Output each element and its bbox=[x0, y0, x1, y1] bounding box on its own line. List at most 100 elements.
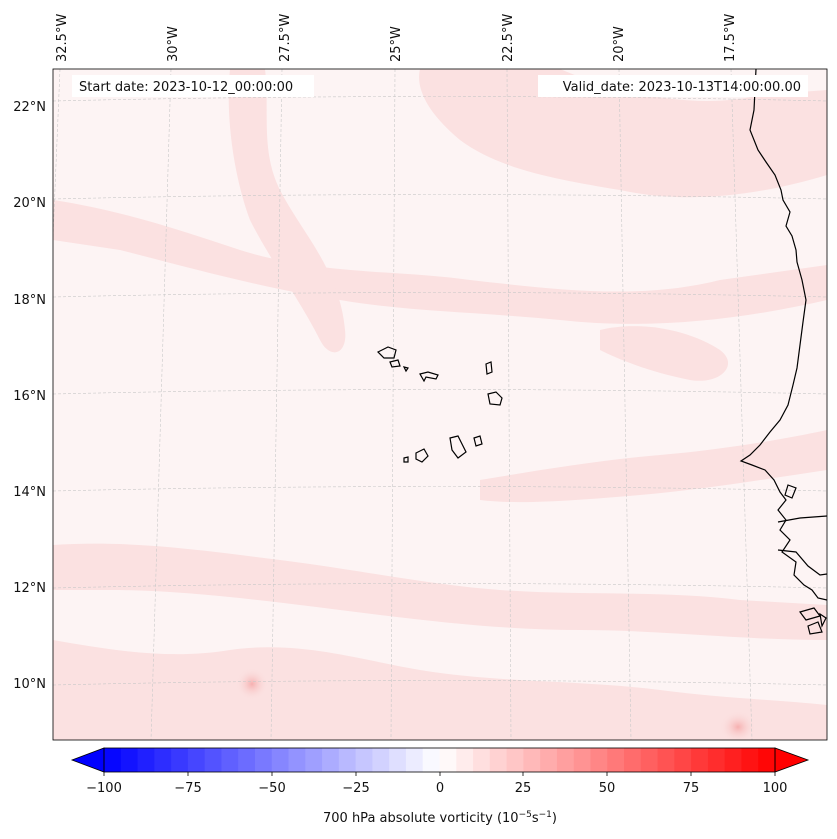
cape-verde-fogo bbox=[415, 448, 429, 463]
cape-verde-santo-antao bbox=[376, 346, 397, 359]
colorbar-tick-labels: −100 −75 −50 −25 0 25 50 75 100 bbox=[86, 781, 787, 796]
vorticity-patch-east bbox=[600, 326, 729, 381]
colorbar-segment bbox=[372, 748, 390, 772]
cape-verde-brava bbox=[403, 456, 409, 463]
start-date-box bbox=[72, 75, 314, 97]
colorbar-segment bbox=[691, 748, 709, 772]
lon-label-22-5w: 22.5°W bbox=[501, 14, 516, 62]
colorbar-segment bbox=[624, 748, 642, 772]
colorbar-segment bbox=[523, 748, 541, 772]
colorbar-segment bbox=[506, 748, 524, 772]
colorbar-segment bbox=[305, 748, 323, 772]
lat-label-12n: 12°N bbox=[13, 581, 46, 596]
latitude-labels: 22°N 20°N 18°N 16°N 14°N 12°N 10°N bbox=[13, 100, 46, 692]
lat-label-20n: 20°N bbox=[13, 196, 46, 211]
start-date-text: Start date: 2023-10-12_00:00:00 bbox=[79, 80, 293, 95]
colorbar-label-units: s bbox=[532, 811, 539, 826]
colorbar: −100 −75 −50 −25 0 25 50 75 100 700 hPa … bbox=[70, 747, 810, 826]
colorbar-segment bbox=[422, 748, 440, 772]
gambia-coastline bbox=[777, 515, 827, 523]
longitude-labels: 32.5°W 30°W 27.5°W 25°W 22.5°W 20°W 17.5… bbox=[55, 14, 738, 62]
colorbar-high-extension bbox=[774, 747, 810, 773]
colorbar-segment bbox=[556, 748, 575, 772]
gridline-lat-12n bbox=[53, 583, 827, 589]
colorbar-segment bbox=[154, 748, 172, 772]
lat-label-18n: 18°N bbox=[13, 293, 46, 308]
colorbar-tick-label-75: 75 bbox=[683, 781, 700, 796]
gridline-lat-16n bbox=[53, 389, 827, 395]
gridline-lon-27-5w bbox=[270, 69, 283, 740]
colorbar-segment bbox=[137, 748, 155, 772]
colorbar-segment bbox=[104, 748, 122, 772]
colorbar-segment bbox=[288, 748, 306, 772]
vorticity-contours bbox=[53, 69, 827, 740]
colorbar-segments bbox=[104, 748, 776, 772]
colorbar-tick-label-neg75: −75 bbox=[174, 781, 201, 796]
bissau-coastline bbox=[777, 549, 827, 576]
cape-verde-sao-nicolau bbox=[419, 371, 439, 383]
colorbar-segment bbox=[254, 748, 273, 772]
lon-label-30w: 30°W bbox=[166, 26, 181, 62]
gridline-lon-22-5w bbox=[506, 69, 512, 740]
vorticity-band-upper bbox=[53, 200, 827, 324]
lat-label-14n: 14°N bbox=[13, 485, 46, 500]
colorbar-segment bbox=[439, 748, 457, 772]
lon-label-32-5w: 32.5°W bbox=[55, 14, 70, 62]
colorbar-tick-label-100: 100 bbox=[763, 781, 788, 796]
colorbar-segment bbox=[741, 748, 759, 772]
colorbar-segment bbox=[640, 748, 659, 772]
colorbar-segment bbox=[724, 748, 742, 772]
lat-label-10n: 10°N bbox=[13, 677, 46, 692]
colorbar-segment bbox=[674, 748, 692, 772]
bijagos-island-2 bbox=[807, 621, 823, 635]
gridline-lon-30w bbox=[150, 69, 172, 740]
lon-label-25w: 25°W bbox=[389, 26, 404, 62]
colorbar-segment bbox=[657, 748, 675, 772]
map-frame bbox=[52, 68, 828, 741]
colorbar-tick-label-neg100: −100 bbox=[86, 781, 122, 796]
colorbar-segment bbox=[204, 748, 222, 772]
gridline-lon-32-5w bbox=[53, 69, 61, 244]
valid-date-box bbox=[538, 75, 808, 97]
colorbar-segment bbox=[590, 748, 608, 772]
cape-verde-sal bbox=[485, 361, 493, 375]
gridline-lon-25w bbox=[390, 69, 396, 740]
colorbar-ticks bbox=[103, 772, 776, 776]
gridline-lon-17-5w bbox=[730, 69, 753, 740]
vorticity-maximum-west bbox=[236, 668, 268, 700]
vorticity-band-lower bbox=[53, 640, 827, 740]
gridline-lat-14n bbox=[53, 486, 827, 492]
colorbar-segment bbox=[187, 748, 206, 772]
colorbar-segment bbox=[707, 748, 726, 772]
colorbar-segment bbox=[120, 748, 139, 772]
cape-verde-santa-luzia bbox=[402, 366, 409, 373]
colorbar-segment bbox=[607, 748, 625, 772]
colorbar-label-close: ) bbox=[552, 811, 557, 826]
lon-label-17-5w: 17.5°W bbox=[723, 14, 738, 62]
gridline-lat-20n bbox=[53, 194, 827, 200]
colorbar-segment bbox=[456, 748, 474, 772]
colorbar-segment bbox=[540, 748, 558, 772]
colorbar-segment bbox=[473, 748, 491, 772]
map-field: Start date: 2023-10-12_00:00:00 Valid_da… bbox=[53, 69, 827, 740]
colorbar-label: 700 hPa absolute vorticity (10−5s−1) bbox=[323, 810, 557, 826]
colorbar-segment bbox=[405, 748, 424, 772]
colorbar-segment bbox=[489, 748, 508, 772]
colorbar-segment bbox=[338, 748, 357, 772]
colorbar-tick-label-25: 25 bbox=[515, 781, 532, 796]
colorbar-segment bbox=[171, 748, 189, 772]
colorbar-tick-label-0: 0 bbox=[436, 781, 444, 796]
colorbar-segment bbox=[389, 748, 407, 772]
lon-label-20w: 20°W bbox=[612, 26, 627, 62]
colorbar-segment bbox=[573, 748, 591, 772]
vorticity-band-west bbox=[228, 69, 346, 353]
vorticity-band-north bbox=[419, 69, 827, 198]
colorbar-segment bbox=[221, 748, 239, 772]
colorbar-segment bbox=[758, 748, 776, 772]
cape-verde-sao-vicente bbox=[389, 359, 401, 368]
gridline-lon-20w bbox=[618, 69, 632, 740]
colorbar-tick-label-50: 50 bbox=[599, 781, 616, 796]
vorticity-maximum-south bbox=[720, 711, 756, 740]
colorbar-low-extension bbox=[70, 747, 105, 773]
cape-verde-maio bbox=[473, 435, 483, 447]
